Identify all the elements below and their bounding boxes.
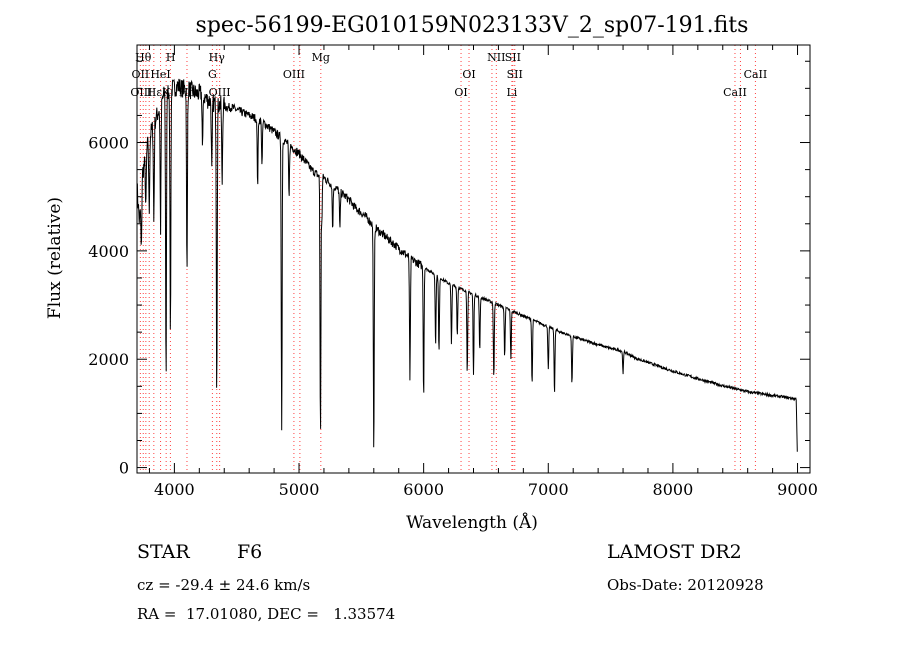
coordinates-text: RA = 17.01080, DEC = 1.33574 <box>137 605 396 623</box>
marker-label: G <box>208 68 217 81</box>
marker-label: CaII <box>723 86 747 99</box>
y-tick-label: 4000 <box>88 242 129 261</box>
x-tick-label: 9000 <box>777 480 818 499</box>
x-tick-label: 8000 <box>653 480 694 499</box>
marker-label: NII <box>487 51 505 64</box>
object-class: STAR <box>137 541 190 563</box>
marker-label: OII <box>132 68 150 81</box>
y-axis: 0 2000 4000 6000 <box>88 60 810 478</box>
x-axis: 4000 5000 6000 7000 8000 9000 <box>148 45 818 499</box>
marker-label: OIII <box>209 86 231 99</box>
marker-label: HeI <box>150 68 170 81</box>
marker-label: OI <box>462 68 475 81</box>
x-tick-label: 6000 <box>403 480 444 499</box>
marker-lines-layer <box>139 45 756 473</box>
redshift-text: cz = -29.4 ± 24.6 km/s <box>137 576 311 594</box>
marker-label: OIII <box>130 86 152 99</box>
x-tick-label: 5000 <box>279 480 320 499</box>
marker-label: CaII <box>744 68 768 81</box>
marker-label: SII <box>505 51 521 64</box>
x-tick-label: 4000 <box>154 480 195 499</box>
survey-name: LAMOST DR2 <box>607 541 742 563</box>
chart-title: spec-56199-EG010159N023133V_2_sp07-191.f… <box>196 13 749 38</box>
marker-label: Mg <box>312 51 330 64</box>
marker-label: Hγ <box>209 51 226 64</box>
obs-date: Obs-Date: 20120928 <box>607 576 764 594</box>
marker-label: OI <box>454 86 467 99</box>
marker-label: Hθ <box>135 51 152 64</box>
marker-label: K <box>162 86 171 99</box>
subclass: F6 <box>237 541 263 563</box>
marker-label: Li <box>506 86 517 99</box>
y-tick-label: 0 <box>119 459 129 478</box>
x-tick-label: 7000 <box>528 480 569 499</box>
marker-label: SII <box>507 68 523 81</box>
y-tick-label: 6000 <box>88 134 129 153</box>
marker-label: OIII <box>283 68 305 81</box>
y-tick-label: 2000 <box>88 350 129 369</box>
marker-label: H <box>166 51 176 64</box>
x-axis-label: Wavelength (Å) <box>406 512 538 533</box>
marker-label: Hε <box>147 86 163 99</box>
y-axis-label: Flux (relative) <box>45 197 65 319</box>
spectrum-line <box>136 78 798 452</box>
